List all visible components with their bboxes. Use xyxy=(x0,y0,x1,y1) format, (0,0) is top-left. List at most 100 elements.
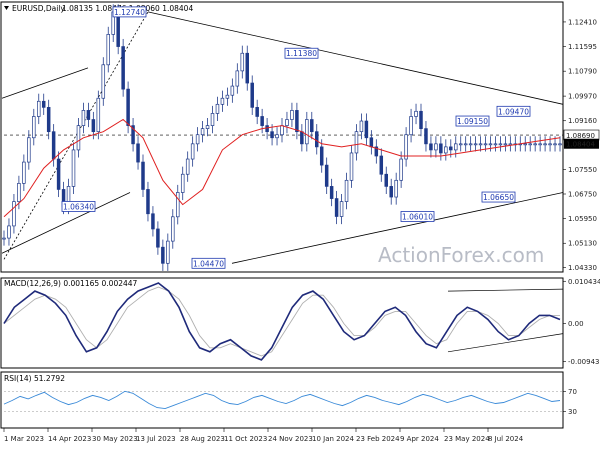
price-y-tick-label: 1.10790 xyxy=(568,68,597,76)
candle-body xyxy=(523,143,527,146)
price-label-box xyxy=(400,211,435,222)
candle-body xyxy=(324,164,329,187)
candle-body xyxy=(36,100,41,117)
price-label-text: 1.09470 xyxy=(498,107,529,116)
header-symbol: EURUSD,Daily xyxy=(12,4,65,13)
candle-body xyxy=(463,143,468,146)
candle-body xyxy=(76,125,81,151)
candle-body xyxy=(394,179,398,198)
candle-body xyxy=(121,46,125,90)
candle-body xyxy=(538,143,542,146)
rsi-lines xyxy=(3,390,563,412)
price-label-box xyxy=(496,105,531,117)
price-y-tick-label: 1.07550 xyxy=(568,166,597,174)
trendline-dotted xyxy=(3,11,149,260)
macd-channel-lower xyxy=(447,333,564,353)
candle-body xyxy=(449,146,453,151)
candle-body xyxy=(265,125,269,133)
trendline-early-lower xyxy=(1,192,131,254)
candle-body xyxy=(86,110,91,120)
candle-body xyxy=(151,213,155,230)
candle-body xyxy=(409,116,413,136)
macd-signal-line xyxy=(3,286,560,357)
price-annotations: 1.12740 1.11380 1.09470 1.09150 1.06340 1.060… xyxy=(61,6,531,269)
price-label-text: 1.04470 xyxy=(193,259,224,268)
candle-body xyxy=(483,143,488,146)
candle-body xyxy=(374,146,379,157)
price-y-tick-label: 1.09160 xyxy=(568,117,597,125)
macd-channel xyxy=(447,288,564,353)
trendline-early-upper xyxy=(1,67,89,99)
price-y-tick-label: 1.04330 xyxy=(568,264,597,272)
price-panel-frame xyxy=(0,1,564,273)
price-label-box xyxy=(112,6,147,18)
price-label-box xyxy=(455,115,490,127)
price-trendlines xyxy=(1,11,564,264)
candle-body xyxy=(399,158,403,181)
candle-body xyxy=(454,143,458,151)
candle-body xyxy=(419,110,423,129)
candle-body xyxy=(315,131,319,148)
candle-body xyxy=(22,161,26,184)
candle-body xyxy=(275,134,279,139)
candle-body xyxy=(434,143,438,151)
x-tick-label: 23 May 2024 xyxy=(444,435,490,443)
price-y-tick-label: 1.06750 xyxy=(568,191,597,199)
candle-body xyxy=(280,125,284,136)
candle-body xyxy=(533,143,537,146)
x-tick-label: 30 May 2023 xyxy=(92,435,138,443)
candle-body xyxy=(339,201,344,217)
candle-body xyxy=(56,158,61,190)
candle-body xyxy=(359,120,364,133)
macd-y-axis: 0.010434 0.00 -0.009436 xyxy=(563,278,600,366)
x-tick-label: 10 Jan 2024 xyxy=(312,435,355,443)
candle-body xyxy=(27,137,31,163)
candle-body xyxy=(478,143,483,146)
price-y-tick-label: 1.12410 xyxy=(568,18,597,26)
reference-price-text: 1.08690 xyxy=(566,132,595,140)
candle-body xyxy=(329,186,334,199)
trendline-lower xyxy=(231,192,564,264)
price-y-tick-label: 1.05950 xyxy=(568,215,597,223)
candle-body xyxy=(553,143,557,146)
candle-body xyxy=(310,119,314,133)
macd-title: MACD(12,26,9) 0.001165 0.002447 xyxy=(4,279,138,288)
x-tick-label: 8 Jul 2024 xyxy=(488,435,524,443)
candle-body xyxy=(141,161,145,190)
x-tick-label: 24 Nov 2023 xyxy=(268,435,313,443)
macd-panel-frame xyxy=(0,277,564,369)
candle-body xyxy=(185,158,190,175)
candle-body xyxy=(543,143,547,146)
price-label-box xyxy=(284,47,319,59)
macd-y-tick-label: 0.00 xyxy=(568,320,584,328)
candle-body xyxy=(334,198,339,217)
candle-body xyxy=(424,128,428,145)
candle-body xyxy=(71,149,76,187)
price-label-box xyxy=(191,257,226,269)
macd-line xyxy=(3,282,561,361)
macd-lines xyxy=(3,282,561,361)
price-label-box xyxy=(481,191,516,203)
macd-y-tick-label: -0.009436 xyxy=(568,358,600,366)
candle-body xyxy=(220,97,225,105)
candle-body xyxy=(458,143,463,146)
trendline-upper xyxy=(147,11,564,105)
candle-body xyxy=(131,125,135,145)
candle-body xyxy=(349,152,354,181)
candle-body xyxy=(305,119,309,145)
x-tick-label: 11 Oct 2023 xyxy=(224,435,267,443)
candle-body xyxy=(319,146,324,166)
price-label-text: 1.06650 xyxy=(483,193,514,202)
candle-body xyxy=(364,120,369,139)
candle-body xyxy=(439,143,443,154)
candle-body xyxy=(156,228,160,248)
candle-body xyxy=(12,201,16,227)
candle-body xyxy=(146,189,150,215)
candle-body xyxy=(473,143,478,146)
candle-body xyxy=(528,143,532,146)
rsi-line xyxy=(3,390,561,410)
candle-body xyxy=(270,131,274,139)
candle-body xyxy=(230,85,235,96)
candle-body xyxy=(498,143,503,146)
